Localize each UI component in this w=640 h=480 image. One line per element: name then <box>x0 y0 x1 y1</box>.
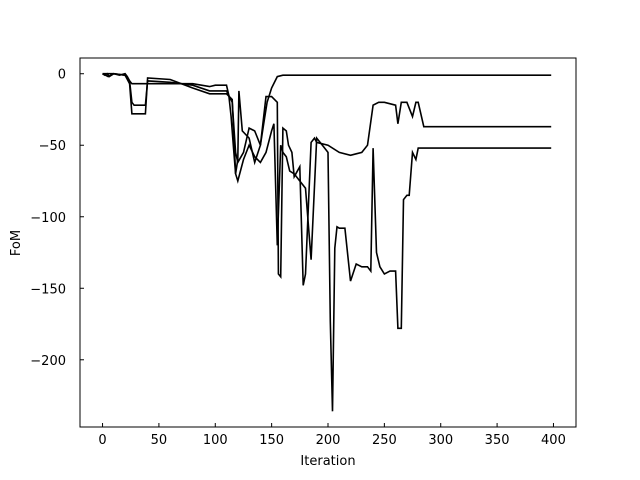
y-tick-label: 0 <box>58 68 66 83</box>
x-tick-label: 350 <box>485 433 510 448</box>
x-axis-label: Iteration <box>300 454 355 469</box>
y-axis-label: FoM <box>9 230 24 256</box>
x-tick-label: 300 <box>428 433 453 448</box>
x-tick-label: 0 <box>98 433 106 448</box>
x-tick-label: 50 <box>151 433 168 448</box>
series-line-3 <box>102 72 552 412</box>
series-line-2 <box>102 72 552 286</box>
y-tick-label: −150 <box>30 282 66 297</box>
y-tick-label: −200 <box>30 354 66 369</box>
y-axis-ticks: 0 −50 −100 −150 −200 <box>30 68 84 369</box>
x-tick-label: 200 <box>316 433 341 448</box>
series-line-1 <box>102 72 552 174</box>
y-tick-label: −50 <box>39 139 66 154</box>
series-layer <box>102 72 552 412</box>
plot-background <box>80 58 576 427</box>
plot-frame <box>79 57 577 428</box>
x-tick-label: 100 <box>203 433 228 448</box>
x-tick-label: 250 <box>372 433 397 448</box>
x-tick-label: 150 <box>259 433 284 448</box>
x-axis-ticks: 0 50 100 150 200 250 300 350 400 <box>98 423 566 448</box>
y-tick-label: −100 <box>30 211 66 226</box>
x-tick-label: 400 <box>541 433 566 448</box>
